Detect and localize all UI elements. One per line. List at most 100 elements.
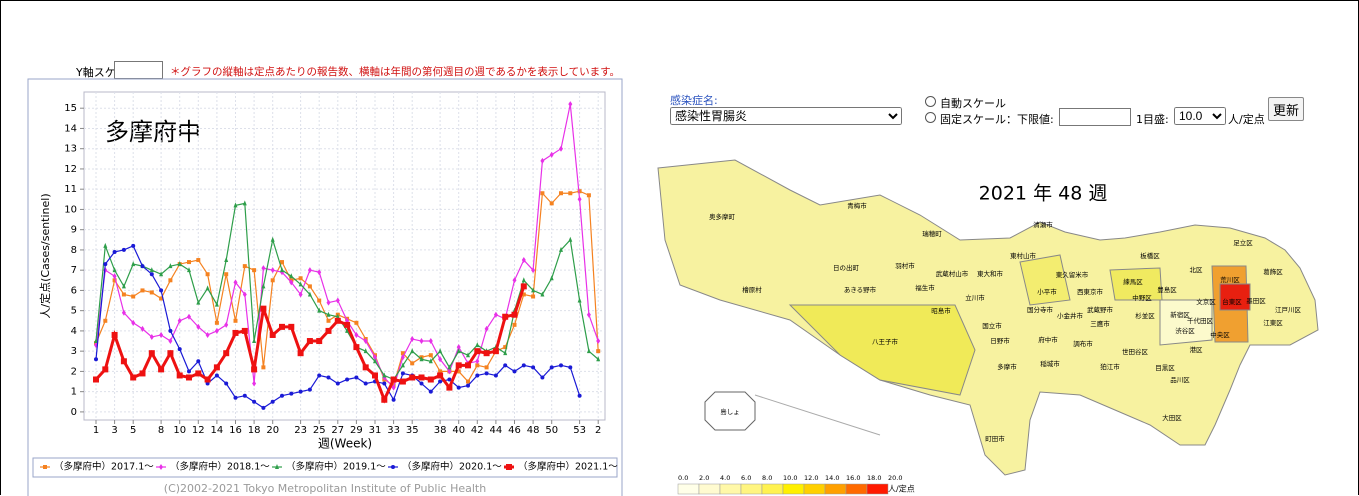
marker xyxy=(204,376,211,383)
marker xyxy=(176,372,183,379)
y-scale-input[interactable] xyxy=(114,61,163,79)
y-tick-label: 7 xyxy=(71,265,77,276)
x-tick-label: 18 xyxy=(248,425,261,436)
marker xyxy=(475,363,480,368)
marker xyxy=(298,276,303,281)
marker xyxy=(270,236,275,242)
marker xyxy=(187,313,191,320)
marker xyxy=(512,277,517,284)
marker xyxy=(326,311,331,317)
marker xyxy=(130,374,137,381)
marker xyxy=(596,338,601,345)
marker xyxy=(577,297,582,303)
marker xyxy=(214,373,219,378)
marker xyxy=(159,288,164,293)
marker xyxy=(540,157,545,164)
x-tick-label: 8 xyxy=(158,425,164,436)
unit: 人/定点 xyxy=(1228,113,1265,126)
marker xyxy=(103,242,108,248)
marker xyxy=(354,320,359,325)
marker xyxy=(251,366,258,373)
marker xyxy=(381,396,388,403)
marker xyxy=(131,261,136,267)
marker xyxy=(121,283,126,289)
disease-select[interactable]: 感染性胃腸炎 xyxy=(670,107,902,125)
marker xyxy=(438,356,443,363)
marker xyxy=(149,272,154,277)
marker xyxy=(363,381,368,386)
marker xyxy=(280,267,284,273)
marker xyxy=(549,365,554,370)
marker xyxy=(586,348,591,354)
marker xyxy=(520,283,527,290)
x-tick-label: 53 xyxy=(573,425,586,436)
marker xyxy=(410,336,415,343)
marker xyxy=(399,378,406,385)
marker xyxy=(252,338,257,344)
x-tick-label: 33 xyxy=(387,425,400,436)
lower-input[interactable] xyxy=(1059,108,1131,126)
y-tick-label: 6 xyxy=(71,285,77,296)
radio-fixed[interactable] xyxy=(925,112,936,123)
marker xyxy=(121,247,126,252)
marker xyxy=(214,301,219,307)
disease-label: 感染症名: xyxy=(670,94,718,107)
marker xyxy=(503,363,508,368)
radio-auto[interactable] xyxy=(925,96,936,107)
marker xyxy=(275,464,279,469)
marker xyxy=(503,345,508,350)
marker xyxy=(559,191,563,196)
y-tick-label: 10 xyxy=(64,204,77,215)
marker xyxy=(187,260,191,265)
marker xyxy=(326,299,331,306)
marker xyxy=(335,313,340,319)
marker xyxy=(466,383,470,388)
marker xyxy=(307,291,312,297)
marker xyxy=(568,365,573,370)
marker xyxy=(241,327,248,334)
marker xyxy=(391,465,395,469)
marker xyxy=(596,356,601,362)
marker xyxy=(168,278,173,283)
marker xyxy=(242,393,247,398)
marker xyxy=(196,359,201,364)
marker xyxy=(577,196,582,203)
marker xyxy=(93,376,99,383)
marker xyxy=(306,338,313,345)
marker xyxy=(261,405,266,410)
marker xyxy=(252,380,257,387)
marker xyxy=(531,294,536,299)
x-tick-label: 3 xyxy=(111,425,117,436)
marker xyxy=(475,358,480,365)
marker xyxy=(168,263,173,269)
marker xyxy=(224,321,229,328)
annotation: 多摩府中 xyxy=(105,118,201,146)
y-tick-label: 4 xyxy=(71,326,77,337)
marker xyxy=(334,317,341,324)
update-button[interactable]: 更新 xyxy=(1268,97,1305,121)
marker xyxy=(586,193,591,198)
marker xyxy=(94,338,98,344)
y-tick-label: 1 xyxy=(71,387,77,398)
marker xyxy=(447,364,452,370)
marker xyxy=(540,291,545,297)
marker xyxy=(168,328,173,333)
marker xyxy=(307,267,312,274)
marker xyxy=(475,373,480,378)
marker xyxy=(159,464,163,470)
y-tick-label: 3 xyxy=(71,346,77,357)
legend-box xyxy=(32,457,618,478)
marker xyxy=(475,342,480,348)
step-select[interactable]: 10.0 xyxy=(1174,107,1226,125)
marker xyxy=(568,191,573,196)
marker xyxy=(438,369,443,374)
marker xyxy=(373,354,377,361)
marker xyxy=(261,265,266,272)
marker xyxy=(224,257,229,263)
x-tick-label: 50 xyxy=(545,425,558,436)
x-tick-label: 35 xyxy=(406,425,419,436)
marker xyxy=(270,267,275,274)
marker xyxy=(120,358,127,365)
marker xyxy=(484,365,489,370)
marker xyxy=(466,379,470,384)
